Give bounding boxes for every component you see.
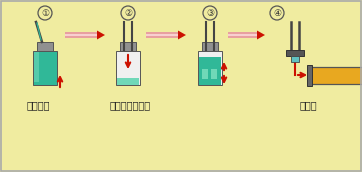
Bar [34, 52, 39, 82]
Bar [116, 51, 140, 85]
Text: 標準原液: 標準原液 [27, 100, 51, 110]
Text: 混合用バイアル: 混合用バイアル [110, 100, 151, 110]
Bar [228, 32, 258, 38]
Bar [291, 56, 299, 62]
Bar [202, 69, 208, 79]
Bar [198, 51, 222, 85]
Bar [199, 57, 221, 85]
Polygon shape [97, 30, 105, 40]
Text: ②: ② [124, 8, 132, 18]
Bar [286, 50, 304, 56]
Polygon shape [178, 30, 186, 40]
Bar [211, 69, 217, 79]
Text: ①: ① [41, 8, 49, 18]
Bar [65, 32, 98, 38]
Bar [228, 34, 258, 35]
Bar [65, 34, 98, 35]
Bar [202, 42, 218, 51]
Bar [117, 78, 139, 85]
Text: カラム: カラム [300, 100, 317, 110]
Polygon shape [257, 30, 265, 40]
Text: ③: ③ [206, 8, 214, 18]
Bar [33, 51, 57, 85]
Bar [307, 65, 312, 86]
Bar [37, 42, 53, 51]
Bar [146, 32, 179, 38]
Bar [146, 34, 179, 35]
Bar [310, 67, 362, 84]
Text: ④: ④ [273, 8, 281, 18]
Bar [120, 42, 136, 51]
